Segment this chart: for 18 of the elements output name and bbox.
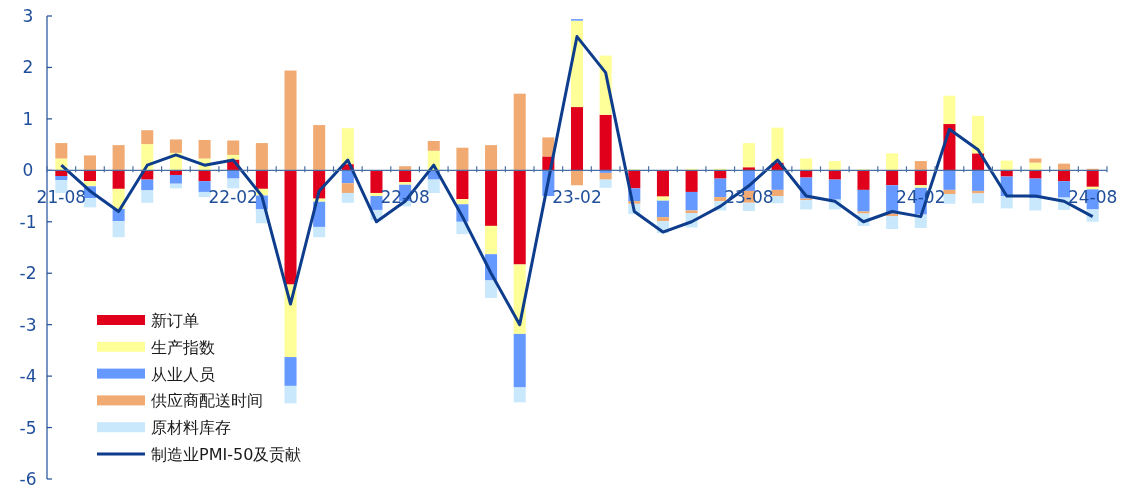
x-tick-label: 23-02 bbox=[552, 187, 602, 208]
y-tick-label: -4 bbox=[19, 366, 37, 387]
y-tick-label: -6 bbox=[19, 469, 37, 489]
y-tick-label: -3 bbox=[19, 314, 37, 335]
x-tick-label: 22-02 bbox=[208, 187, 258, 208]
legend-label: 供应商配送时间 bbox=[151, 391, 263, 411]
y-tick-label: -5 bbox=[19, 417, 37, 438]
legend-label: 生产指数 bbox=[151, 337, 215, 357]
y-tick-label: 2 bbox=[22, 57, 34, 78]
legend-label: 从业人员 bbox=[151, 364, 215, 384]
legend-label: 原材料库存 bbox=[151, 418, 231, 438]
legend-label: 新订单 bbox=[151, 311, 199, 330]
y-tick-label: 0 bbox=[22, 160, 34, 181]
y-tick-label: 1 bbox=[22, 108, 34, 129]
legend-label: 制造业PMI-50及贡献 bbox=[151, 445, 302, 464]
y-tick-label: -1 bbox=[19, 211, 37, 232]
y-tick-label: -2 bbox=[19, 263, 37, 284]
y-tick-label: 3 bbox=[22, 6, 34, 26]
